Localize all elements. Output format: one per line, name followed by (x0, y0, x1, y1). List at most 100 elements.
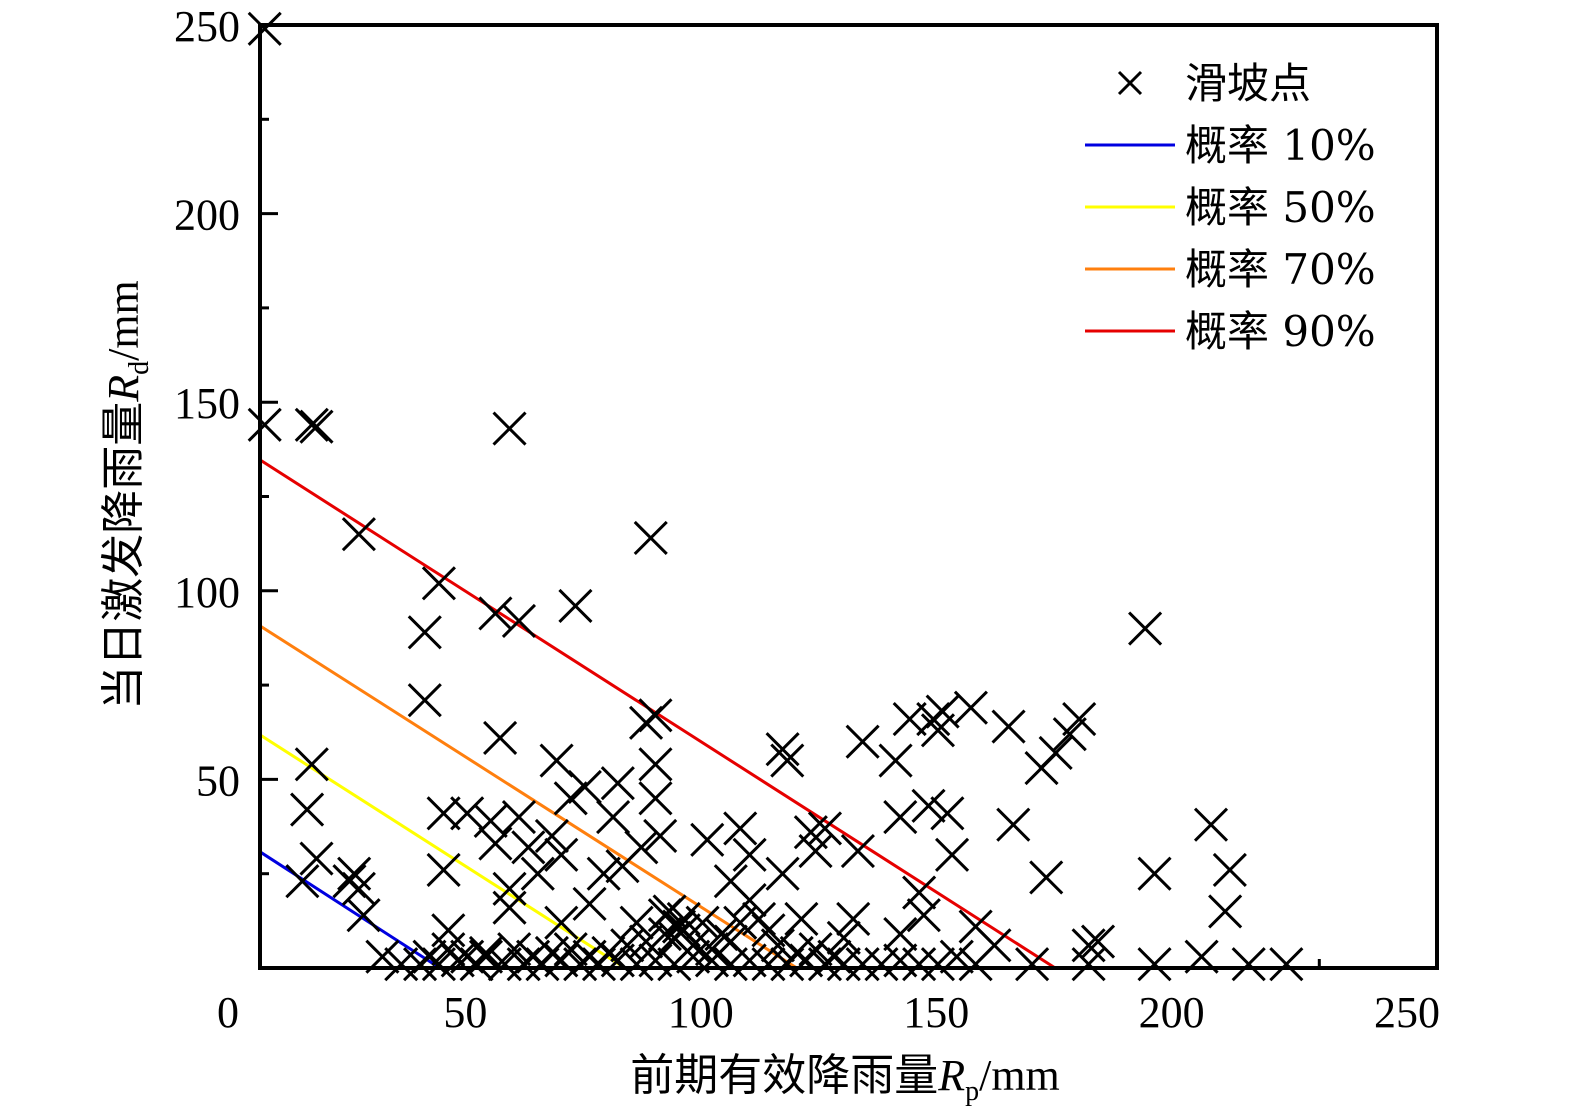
y-axis-title: 当日激发降雨量Rd/mm (98, 280, 155, 710)
landslide-point (845, 724, 880, 759)
landslide-point (539, 743, 574, 778)
threshold-line-70pct (259, 624, 798, 970)
landslide-point (558, 588, 593, 623)
legend-label: 概率 90% (1185, 307, 1376, 356)
landslide-point (299, 841, 334, 876)
landslide-point (596, 800, 631, 835)
legend-label: 概率 50% (1185, 183, 1376, 232)
landslide-point (826, 920, 861, 955)
landslide-point (407, 683, 442, 718)
landslide-point (902, 875, 937, 910)
landslide-point (294, 747, 329, 782)
landslide-point (930, 796, 965, 831)
legend-item: 概率 90% (1085, 307, 1376, 356)
landslide-point (285, 864, 320, 899)
x-axis-title: 前期有效降雨量Rp/mm (630, 1050, 1060, 1107)
landslide-point (878, 743, 913, 778)
landslide-point (723, 905, 758, 940)
legend-label: 滑坡点 (1185, 59, 1311, 108)
landslide-point (1071, 947, 1106, 982)
landslide-point (487, 947, 522, 982)
landslide-point (384, 947, 419, 982)
landslide-point (925, 694, 960, 729)
landslide-point (953, 690, 988, 725)
landslide-point (341, 517, 376, 552)
landslide-point (770, 743, 805, 778)
legend-item: 滑坡点 (1117, 59, 1311, 108)
landslide-point (426, 796, 461, 831)
landslide-point (299, 409, 334, 444)
landslide-point (1137, 947, 1172, 982)
landslide-point (450, 796, 485, 831)
landslide-point (431, 932, 466, 967)
landslide-point (694, 932, 730, 967)
landslide-point (840, 834, 875, 869)
landslide-point (1029, 860, 1064, 895)
landslide-point (497, 932, 532, 967)
landslide-point (572, 886, 607, 921)
landslide-point (751, 913, 786, 948)
landslide-point (421, 566, 456, 601)
legend-item: 概率 70% (1085, 245, 1376, 294)
landslide-point (784, 901, 819, 937)
landslide-point (713, 924, 748, 959)
landslide-point (883, 800, 918, 835)
landslide-point (1269, 947, 1304, 982)
y-tick-label: 200 (174, 191, 240, 240)
y-axis-title-var: R (99, 375, 148, 403)
landslide-point (798, 932, 833, 967)
x-tick-label: 200 (1139, 988, 1205, 1037)
landslide-point (567, 769, 602, 805)
landslide-point (290, 792, 325, 827)
landslide-point (920, 947, 956, 982)
landslide-point (473, 803, 508, 838)
y-tick-label: 250 (174, 2, 240, 51)
landslide-point (346, 898, 381, 933)
axis-ticks (260, 23, 1321, 968)
landslide-point (732, 837, 767, 872)
x-tick-label: 250 (1374, 988, 1440, 1037)
landslide-point (798, 834, 833, 869)
x-axis-title-prefix: 前期有效降雨量 (630, 1050, 938, 1101)
landslide-point (1071, 928, 1106, 963)
landslide-point (920, 713, 956, 748)
landslide-point (690, 822, 725, 857)
landslide-point (1062, 701, 1097, 737)
landslide-point (492, 411, 527, 446)
x-tick-label: 150 (903, 988, 969, 1037)
threshold-line-10pct (259, 850, 441, 970)
y-tick-label: 150 (174, 379, 240, 428)
x-tick-label: 50 (443, 988, 487, 1037)
landslide-point (431, 913, 466, 948)
landslide-point (478, 826, 513, 861)
y-axis-title-sub: d (124, 361, 155, 375)
landslide-point (1193, 807, 1229, 842)
landslide-point (643, 818, 678, 854)
legend-label: 概率 70% (1185, 245, 1376, 294)
landslide-point (544, 837, 579, 872)
landslide-point (586, 856, 621, 891)
landslide-point (883, 916, 918, 952)
landslide-point (638, 747, 673, 782)
landslide-point (1231, 947, 1266, 982)
landslide-point (836, 901, 871, 937)
landslide-point (1080, 924, 1116, 959)
landslide-point (760, 928, 795, 963)
landslide-point (765, 856, 800, 891)
legend-item: 概率 10% (1085, 121, 1376, 170)
landslide-point (845, 947, 880, 982)
x-tick-label: 100 (668, 988, 734, 1037)
landslide-points (247, 11, 1304, 982)
landslide-point (1137, 856, 1172, 891)
landslide-point (544, 905, 579, 940)
landslide-point (732, 883, 767, 918)
landslide-point (624, 830, 659, 865)
landslide-point (638, 781, 673, 816)
landslide-point (958, 947, 993, 982)
landslide-point (633, 520, 668, 556)
landslide-point (426, 852, 461, 887)
landslide-point (553, 781, 588, 816)
landslide-point (294, 407, 329, 442)
landslide-point (793, 815, 828, 850)
